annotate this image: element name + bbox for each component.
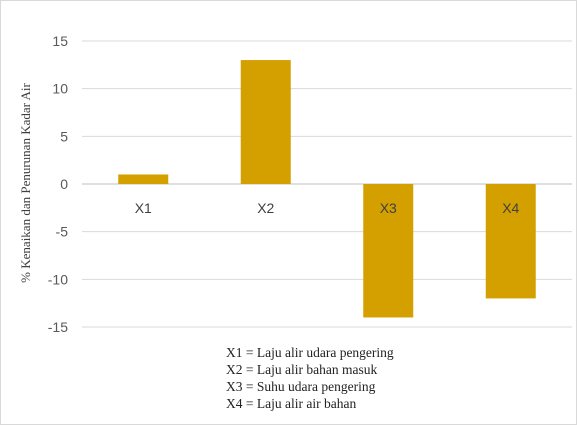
y-axis-label: % Kenaikan dan Penurunan Kadar Air <box>18 83 33 283</box>
y-tick-label: 10 <box>52 81 68 97</box>
y-tick-label: -15 <box>48 319 68 335</box>
category-label-x4: X4 <box>502 200 519 216</box>
category-labels: X1 X2 X3 X4 <box>135 200 520 216</box>
y-tick-label: -5 <box>56 224 69 240</box>
bars <box>118 60 536 318</box>
note-x3: X3 = Suhu udara pengering <box>226 379 376 394</box>
variable-notes: X1 = Laju alir udara pengering X2 = Laju… <box>226 344 546 412</box>
bar-x2 <box>240 60 291 184</box>
bar-x4 <box>485 184 536 299</box>
note-x4: X4 = Laju alir air bahan <box>226 396 357 411</box>
note-x1: X1 = Laju alir udara pengering <box>226 345 394 360</box>
bar-x3 <box>363 184 414 318</box>
category-label-x2: X2 <box>257 200 274 216</box>
category-label-x1: X1 <box>135 200 152 216</box>
category-label-x3: X3 <box>380 200 397 216</box>
y-axis-ticks: 15 10 5 0 -5 -10 -15 <box>48 33 68 335</box>
y-tick-label: 0 <box>60 176 68 192</box>
y-tick-label: -10 <box>48 271 68 287</box>
note-x2: X2 = Laju alir bahan masuk <box>226 362 378 377</box>
bar-x1 <box>118 174 169 184</box>
y-tick-label: 5 <box>60 128 68 144</box>
y-tick-label: 15 <box>52 33 68 49</box>
